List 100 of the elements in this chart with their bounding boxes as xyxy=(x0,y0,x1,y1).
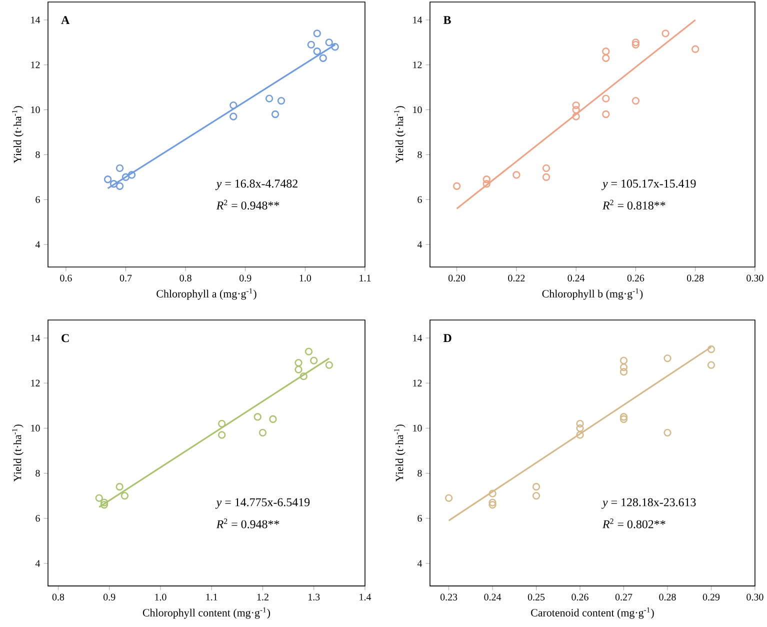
point xyxy=(692,45,700,53)
point xyxy=(100,500,108,509)
point xyxy=(482,176,490,184)
x-tick-label: 0.23 xyxy=(440,594,458,601)
point xyxy=(620,415,628,424)
point xyxy=(310,356,318,364)
point xyxy=(542,173,550,181)
point xyxy=(294,366,302,374)
x-tick-label: 1.1 xyxy=(206,594,218,600)
y-tick-label: 10 xyxy=(31,106,40,114)
point xyxy=(218,420,226,428)
text: B xyxy=(443,16,451,24)
y-tick-label: 8 xyxy=(418,151,422,158)
x-tick-label: 0.8 xyxy=(52,594,64,601)
y-tick-label: 10 xyxy=(31,424,40,432)
point xyxy=(319,54,327,62)
y-axis-title: Yield (t·ha$^{-1}$) xyxy=(12,424,24,482)
point xyxy=(488,498,496,506)
annotation: y = 128.18x-23.613 xyxy=(601,498,696,509)
x-tick-label: 0.25 xyxy=(528,594,545,601)
y-tick-label: 10 xyxy=(413,424,422,432)
point xyxy=(576,420,584,428)
point xyxy=(277,96,286,105)
point xyxy=(664,428,672,437)
annotation: y = 16.8x-4.7482 xyxy=(215,180,298,190)
text: C xyxy=(62,334,69,342)
point xyxy=(304,348,313,356)
point xyxy=(620,368,628,376)
y-tick-label: 6 xyxy=(418,196,422,203)
y-tick-label: 8 xyxy=(36,151,40,158)
y-axis-title: Yield (t·ha$^{-1}$) xyxy=(394,106,406,164)
x-tick-label: 0.30 xyxy=(746,274,764,282)
x-axis-title: Chlorophyll b (mg·g$^{-1}$) xyxy=(542,288,643,300)
point xyxy=(532,492,540,500)
point xyxy=(602,48,610,56)
point xyxy=(313,48,321,56)
point xyxy=(116,182,124,190)
annotation: R$^{2}$ = 0.802** xyxy=(602,518,666,528)
point xyxy=(104,176,112,184)
x-tick-label: 0.7 xyxy=(120,274,132,282)
x-axis-title: Carotenoid content (mg·g$^{-1}$) xyxy=(531,607,654,619)
point xyxy=(313,30,321,38)
y-tick-label: 14 xyxy=(31,16,40,24)
annotation: y = 105.17x-15.419 xyxy=(601,180,696,190)
point xyxy=(620,356,628,364)
point xyxy=(265,94,274,102)
x-axis-title: Chlorophyll content (mg·g$^{-1}$) xyxy=(142,607,270,619)
y-tick-label: 8 xyxy=(418,470,422,477)
x-tick-label: 1.1 xyxy=(360,274,371,282)
y-tick-label: 4 xyxy=(417,241,422,248)
y-tick-label: 12 xyxy=(31,62,40,68)
x-tick-label: 0.24 xyxy=(484,594,502,601)
text: A xyxy=(61,16,70,24)
point xyxy=(632,40,640,49)
annotation: R$^{2}$ = 0.948** xyxy=(216,518,280,528)
point xyxy=(269,415,277,424)
x-tick-label: 0.28 xyxy=(686,274,704,282)
y-tick-label: 10 xyxy=(413,106,422,114)
point xyxy=(271,110,280,118)
point xyxy=(707,361,716,369)
y-tick-label: 14 xyxy=(31,334,40,342)
annotation: R$^{2}$ = 0.948** xyxy=(216,200,280,210)
point xyxy=(100,498,108,506)
point xyxy=(482,180,490,188)
point xyxy=(576,431,584,439)
x-tick-label: 0.9 xyxy=(104,594,116,601)
point xyxy=(572,101,580,110)
annotation: y = 14.775x-6.5419 xyxy=(215,498,310,509)
x-tick-label: 0.8 xyxy=(180,274,192,282)
x-tick-label: 1.0 xyxy=(300,274,312,282)
x-tick-label: 0.26 xyxy=(627,274,644,282)
point xyxy=(532,482,540,491)
point xyxy=(662,30,670,38)
point xyxy=(602,94,610,102)
point xyxy=(258,428,267,437)
point xyxy=(512,171,520,179)
y-axis-title: Yield (t·ha$^{-1}$) xyxy=(394,424,406,482)
point xyxy=(325,361,334,369)
point xyxy=(128,171,136,179)
x-tick-label: 0.28 xyxy=(659,594,676,601)
point xyxy=(576,424,584,432)
y-tick-label: 6 xyxy=(36,515,40,522)
point xyxy=(488,500,496,509)
point xyxy=(707,345,716,354)
annotation: R$^{2}$ = 0.818** xyxy=(602,200,666,210)
point xyxy=(110,180,118,188)
point xyxy=(300,372,308,380)
point xyxy=(488,490,496,498)
point xyxy=(572,112,580,120)
point xyxy=(325,38,333,46)
point xyxy=(116,482,124,491)
x-tick-label: 0.9 xyxy=(240,274,252,282)
point xyxy=(542,164,550,172)
point xyxy=(664,354,672,362)
point xyxy=(572,106,580,114)
y-tick-label: 4 xyxy=(35,560,40,567)
x-tick-label: 1.4 xyxy=(360,594,372,600)
y-tick-label: 6 xyxy=(418,515,422,522)
y-tick-label: 14 xyxy=(413,334,422,342)
x-tick-label: 0.30 xyxy=(746,594,764,601)
